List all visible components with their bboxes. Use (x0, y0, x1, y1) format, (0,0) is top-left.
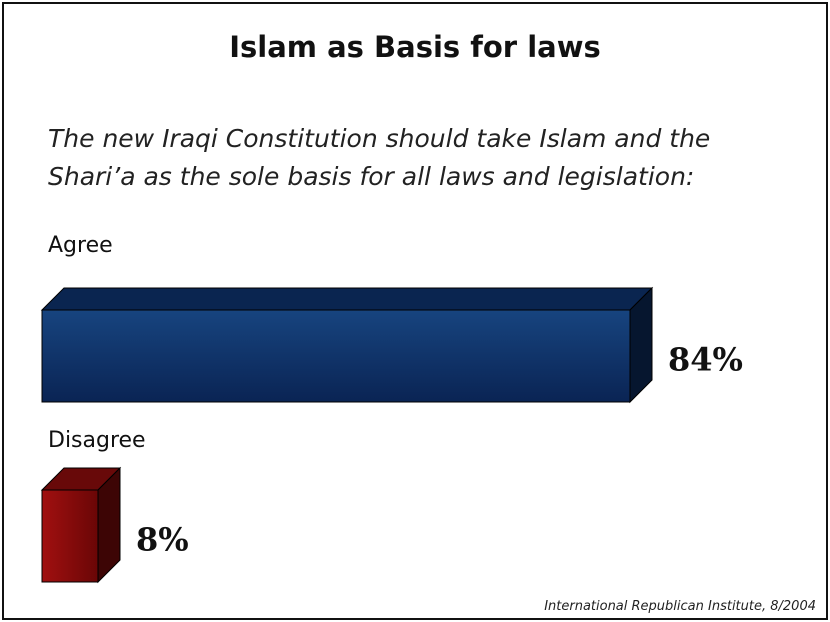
source-citation: International Republican Institute, 8/20… (544, 599, 816, 614)
survey-question: The new Iraqi Constitution should take I… (48, 124, 711, 191)
bar-disagree (41, 489, 99, 583)
value-label-agree: 84% (668, 341, 743, 379)
bar-chart: 84% 8% (40, 286, 743, 584)
category-label-disagree: Disagree (48, 428, 146, 453)
value-label-disagree: 8% (136, 521, 189, 559)
bar-agree (41, 309, 631, 403)
bar-agree-top (40, 287, 654, 311)
slide-title: Islam as Basis for laws (229, 30, 601, 64)
category-label-agree: Agree (48, 233, 113, 258)
